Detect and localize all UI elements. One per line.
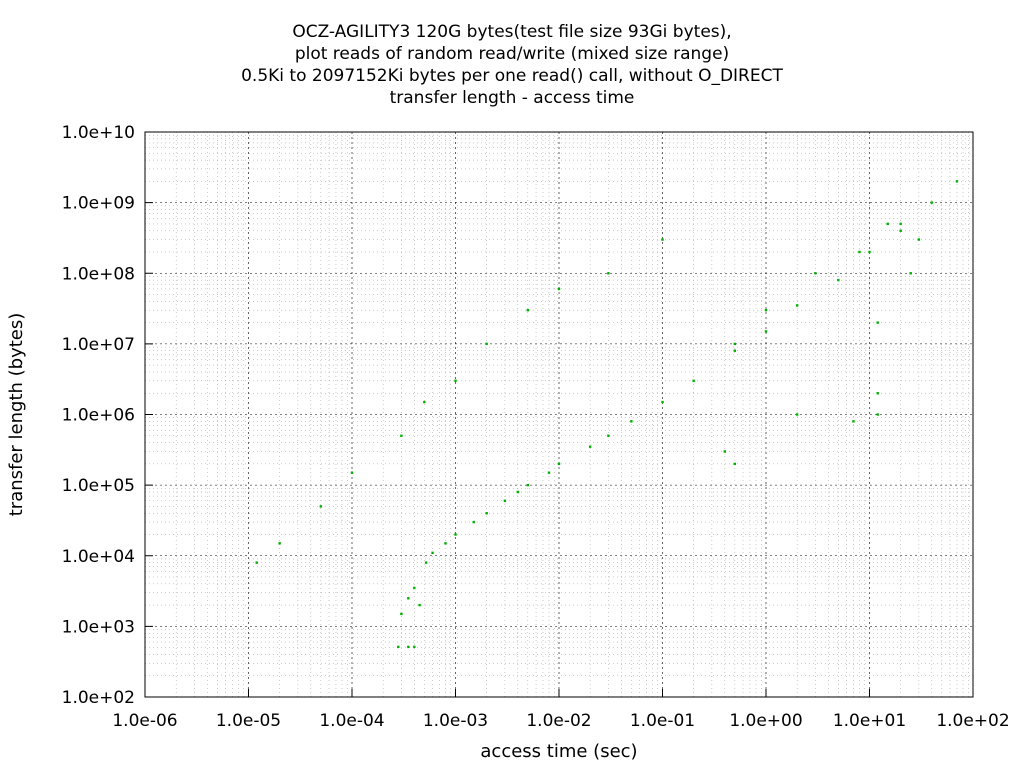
data-point bbox=[319, 505, 323, 508]
data-point bbox=[418, 603, 421, 607]
x-tick-label: 1.0e-03 bbox=[423, 711, 488, 731]
data-point bbox=[423, 400, 426, 404]
data-point bbox=[837, 278, 840, 282]
data-point bbox=[516, 490, 520, 494]
data-point bbox=[733, 349, 737, 352]
x-tick-label: 1.0e+02 bbox=[936, 711, 1009, 731]
data-point bbox=[661, 400, 664, 404]
x-tick-label: 1.0e-01 bbox=[630, 711, 695, 731]
data-point bbox=[526, 483, 530, 487]
x-tick-label: 1.0e-05 bbox=[216, 711, 281, 731]
data-point bbox=[764, 330, 768, 333]
data-point bbox=[350, 471, 354, 474]
data-point bbox=[814, 272, 817, 275]
data-point bbox=[485, 512, 488, 515]
y-tick-label: 1.0e+04 bbox=[62, 547, 135, 567]
y-tick-label: 1.0e+05 bbox=[62, 476, 135, 496]
data-point bbox=[723, 450, 727, 453]
data-point bbox=[588, 445, 592, 448]
data-point bbox=[526, 308, 530, 312]
data-point bbox=[733, 462, 737, 466]
y-tick-label: 1.0e+10 bbox=[62, 123, 135, 143]
data-point bbox=[899, 222, 902, 226]
data-point bbox=[795, 304, 799, 307]
data-point bbox=[454, 533, 457, 536]
data-point bbox=[661, 238, 664, 241]
y-tick-label: 1.0e+02 bbox=[62, 688, 135, 708]
y-tick-label: 1.0e+07 bbox=[62, 335, 135, 355]
data-point bbox=[557, 287, 561, 291]
data-point bbox=[413, 586, 416, 590]
y-axis-title: transfer length (bytes) bbox=[6, 313, 27, 517]
data-point bbox=[400, 612, 403, 616]
data-point bbox=[607, 434, 610, 437]
y-tick-label: 1.0e+03 bbox=[62, 617, 135, 637]
points-layer bbox=[255, 180, 959, 649]
data-point bbox=[397, 645, 400, 649]
x-tick-label: 1.0e-04 bbox=[319, 711, 384, 731]
data-point bbox=[852, 420, 855, 423]
data-point bbox=[930, 201, 934, 204]
data-point bbox=[424, 561, 428, 564]
data-point bbox=[557, 462, 561, 466]
data-point bbox=[547, 471, 551, 474]
x-tick-label: 1.0e-02 bbox=[526, 711, 591, 731]
data-point bbox=[485, 342, 488, 346]
x-tick-label: 1.0e+01 bbox=[833, 711, 906, 731]
data-point bbox=[413, 645, 416, 649]
data-point bbox=[955, 180, 959, 183]
data-point bbox=[909, 272, 912, 275]
x-tick-label: 1.0e-06 bbox=[112, 711, 177, 731]
data-point bbox=[400, 434, 403, 437]
data-point bbox=[630, 420, 633, 423]
data-point bbox=[795, 413, 799, 416]
data-point bbox=[431, 551, 434, 555]
chart-title-line-3: 0.5Ki to 2097152Ki bytes per one read() … bbox=[241, 66, 783, 86]
data-point bbox=[255, 561, 258, 564]
data-point bbox=[899, 229, 902, 232]
data-point bbox=[407, 597, 410, 600]
x-tick-label: 1.0e+00 bbox=[729, 711, 802, 731]
data-point bbox=[764, 308, 768, 312]
data-point bbox=[876, 413, 879, 416]
data-point bbox=[472, 520, 475, 524]
chart-title-line-1: OCZ-AGILITY3 120G bytes(test file size 9… bbox=[292, 22, 732, 42]
data-point bbox=[278, 542, 281, 545]
data-point bbox=[454, 379, 457, 383]
y-tick-label: 1.0e+09 bbox=[62, 194, 135, 214]
grid-layer bbox=[144, 132, 973, 698]
data-point bbox=[917, 238, 921, 241]
y-tick-label: 1.0e+06 bbox=[62, 406, 135, 426]
data-point bbox=[407, 645, 410, 649]
data-point bbox=[692, 379, 695, 383]
data-point bbox=[503, 499, 507, 502]
tick-layer: 1.0e-06 1.0e-05 1.0e-04 1.0e-03 1.0e-02 1.0e-… bbox=[62, 123, 1010, 731]
data-point bbox=[868, 250, 871, 254]
y-tick-label: 1.0e+08 bbox=[62, 264, 135, 284]
chart-title-line-4: transfer length - access time bbox=[389, 88, 635, 108]
data-point bbox=[607, 272, 610, 275]
chart-title-line-2: plot reads of random read/write (mixed s… bbox=[294, 44, 730, 64]
data-point bbox=[876, 321, 879, 324]
x-axis-title: access time (sec) bbox=[480, 741, 637, 762]
data-point bbox=[886, 222, 889, 226]
data-point bbox=[444, 542, 447, 545]
data-point bbox=[733, 342, 737, 346]
data-point bbox=[876, 392, 879, 395]
data-point bbox=[858, 250, 861, 254]
